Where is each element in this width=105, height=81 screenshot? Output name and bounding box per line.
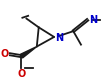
- Polygon shape: [20, 47, 37, 58]
- Text: O: O: [17, 69, 26, 79]
- Text: O: O: [1, 49, 9, 59]
- Text: N: N: [89, 15, 97, 25]
- Text: N: N: [55, 33, 63, 43]
